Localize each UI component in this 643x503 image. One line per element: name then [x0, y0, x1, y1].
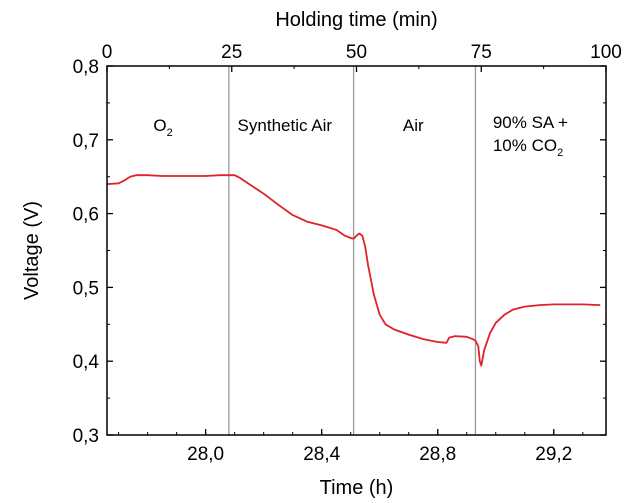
x2-tick-label: 25: [221, 42, 242, 63]
y-axis-ticks: 0,3 0,4 0,5 0,6 0,7 0,8: [73, 57, 606, 447]
annotation-o2: O2: [153, 116, 172, 139]
y-tick-label: 0,6: [73, 205, 99, 226]
voltage-line-0: [106, 174, 601, 367]
x-tick-label: 28,4: [303, 444, 340, 465]
y-tick-label: 0,8: [73, 57, 99, 78]
x2-tick-label: 100: [590, 42, 622, 63]
annotation-air: Air: [403, 116, 424, 135]
annotation-mix2: 10% CO2: [493, 136, 563, 159]
x2-tick-label: 75: [471, 42, 492, 63]
x-axis-title: Time (h): [320, 477, 394, 499]
condition-dividers: [228, 66, 477, 435]
x-axis-ticks: 28,0 28,4 28,8 29,2: [118, 429, 584, 465]
y-tick-label: 0,3: [73, 426, 99, 447]
y-tick-label: 0,5: [73, 278, 99, 299]
y-axis-title: Voltage (V): [21, 201, 43, 300]
annotation-mix1: 90% SA +: [493, 113, 568, 132]
y-tick-label: 0,4: [73, 352, 100, 373]
voltage-series: [106, 174, 601, 367]
x2-tick-label: 0: [102, 42, 113, 63]
x2-axis-ticks: 0 25 50 75 100: [102, 42, 622, 72]
x-tick-label: 28,8: [419, 444, 456, 465]
x-tick-label: 28,0: [187, 444, 224, 465]
y-tick-label: 0,7: [73, 131, 99, 152]
x2-tick-label: 50: [346, 42, 367, 63]
x2-axis-title: Holding time (min): [275, 9, 437, 31]
x-tick-label: 29,2: [535, 444, 572, 465]
condition-labels: O2 Synthetic Air Air 90% SA + 10% CO2: [153, 113, 568, 159]
annotation-synth: Synthetic Air: [238, 116, 333, 135]
